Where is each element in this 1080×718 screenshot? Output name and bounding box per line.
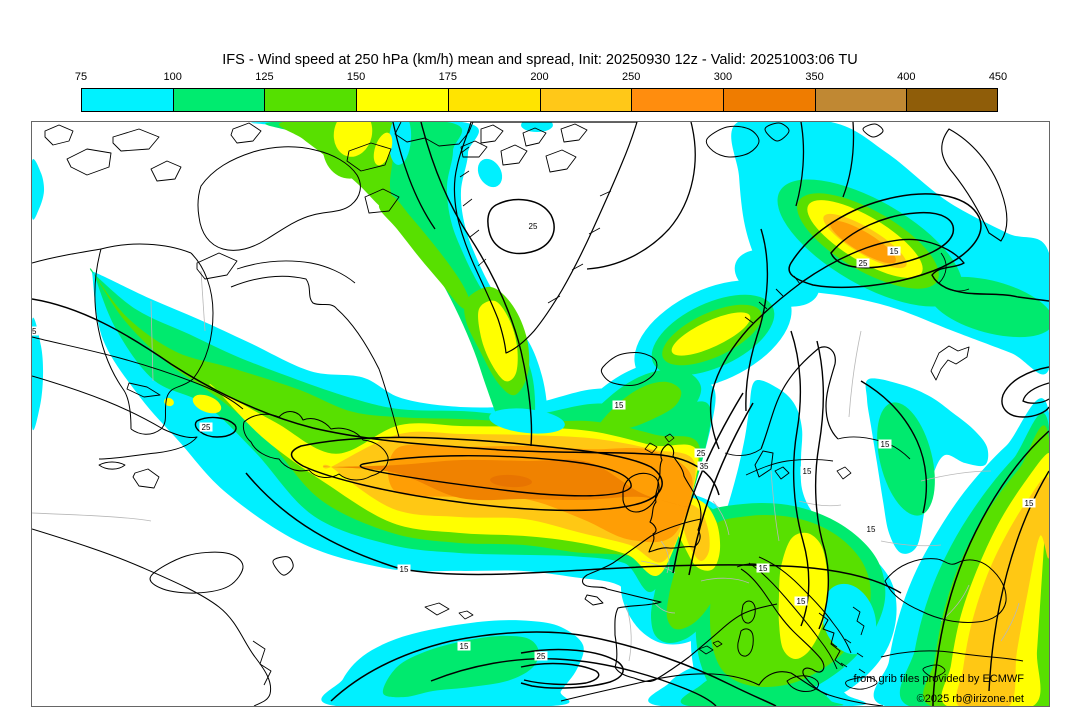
svg-text:25: 25	[697, 449, 706, 458]
svg-text:15: 15	[803, 467, 812, 476]
svg-text:©2025 rb@irizone.net: ©2025 rb@irizone.net	[917, 693, 1024, 705]
svg-text:15: 15	[400, 565, 409, 574]
svg-text:15: 15	[890, 247, 899, 256]
svg-text:25: 25	[202, 423, 211, 432]
svg-text:15: 15	[881, 440, 890, 449]
svg-text:15: 15	[32, 327, 37, 336]
svg-text:25: 25	[859, 259, 868, 268]
svg-text:15: 15	[867, 525, 876, 534]
svg-text:15: 15	[615, 401, 624, 410]
svg-text:15: 15	[759, 564, 768, 573]
svg-text:25: 25	[529, 222, 538, 231]
svg-text:from grib files provided by EC: from grib files provided by ECMWF	[853, 673, 1024, 685]
svg-text:35: 35	[700, 462, 709, 471]
svg-text:15: 15	[1025, 499, 1034, 508]
svg-text:15: 15	[460, 642, 469, 651]
svg-text:15: 15	[797, 597, 806, 606]
svg-text:25: 25	[537, 652, 546, 661]
